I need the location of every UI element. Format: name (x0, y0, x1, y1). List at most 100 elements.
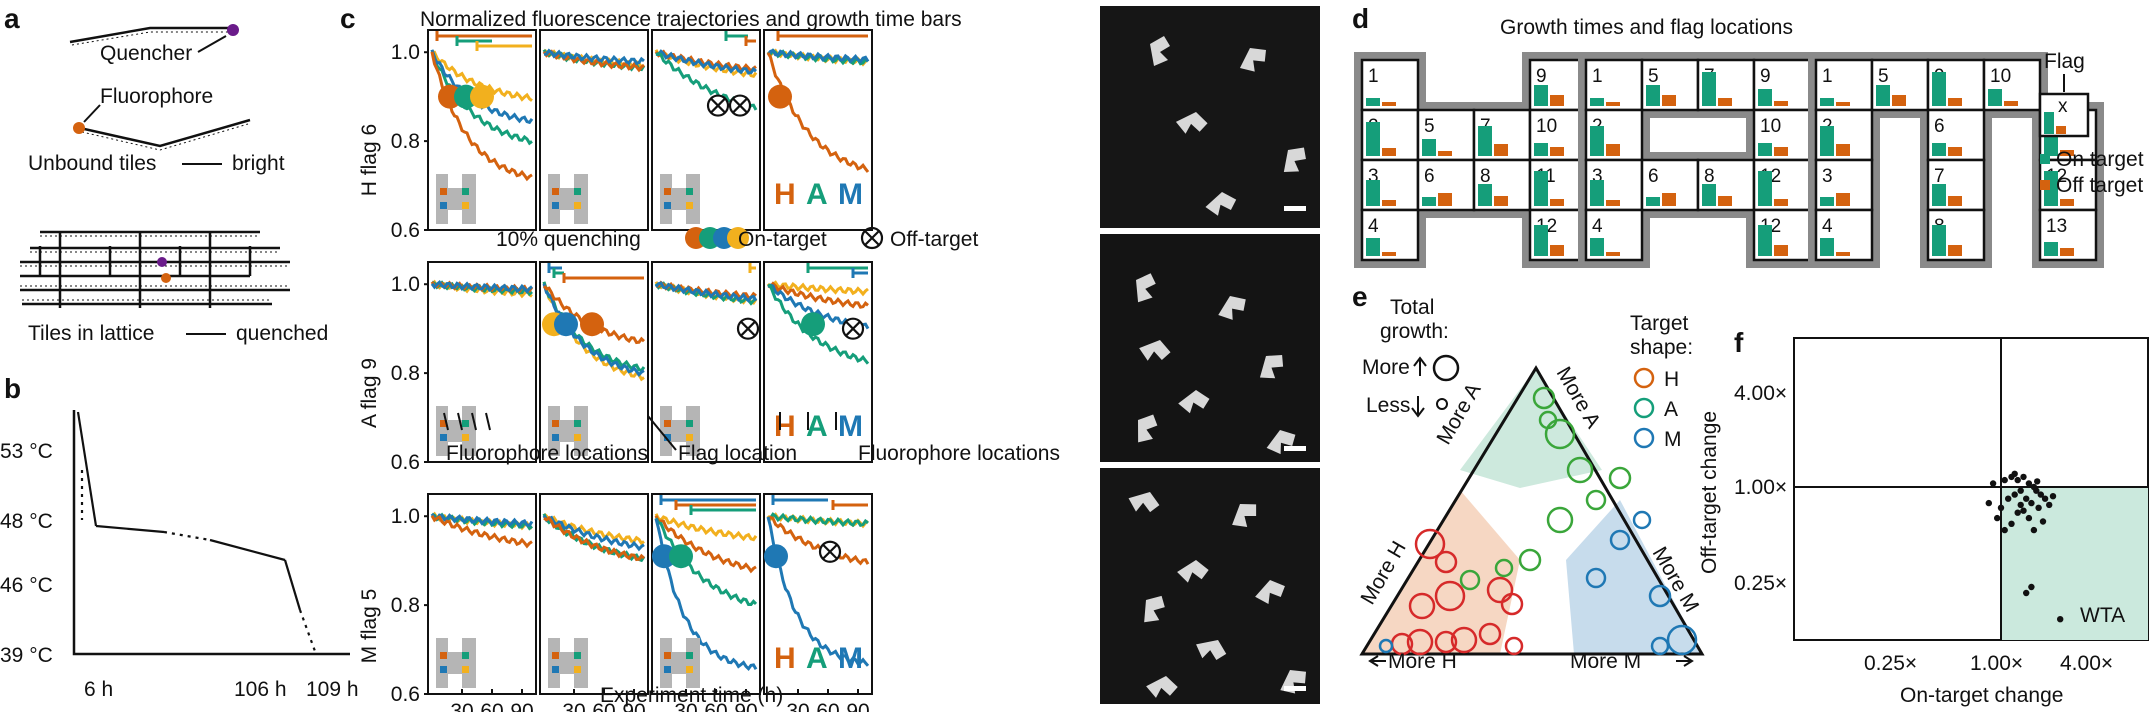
thumbnail-fluor-yellow (462, 666, 469, 673)
legend-on-label: On target (2056, 148, 2144, 171)
thumbnail-notch (672, 406, 686, 420)
on-target-dot-blue (764, 544, 788, 569)
scatter-point (1985, 499, 1993, 507)
on-target-dot-teal (669, 544, 693, 569)
shape-legend-m: M (1664, 428, 1682, 451)
on-target-bar (1820, 238, 1834, 256)
on-target-bar (1820, 126, 1834, 156)
ham-letter-m: M (838, 178, 863, 211)
off-target-bar (1550, 147, 1564, 156)
panel-f-ylabel: Off-target change (1698, 411, 1721, 574)
fluorophore-dot (73, 122, 85, 134)
on-target-bar (1758, 143, 1772, 156)
on-target-bar (1590, 98, 1604, 106)
scatter-point (1994, 514, 2001, 522)
x-tick-label: 30 (786, 700, 809, 712)
off-target-bar (1892, 95, 1906, 106)
thumbnail-fluor-yellow (574, 202, 581, 209)
afm-structure (1205, 192, 1237, 216)
thumbnail-fluor-blue (664, 434, 671, 441)
scatter-point (2025, 480, 2033, 487)
off-target-bar (1948, 245, 1962, 256)
x-tick-label: 30 (674, 700, 697, 712)
annot-flag: Flag location (678, 442, 797, 465)
panel-c-title: Normalized fluorescence trajectories and… (420, 8, 962, 31)
scatter-point (2037, 491, 2045, 498)
thumbnail-fluor-orange (664, 652, 671, 659)
ternary-point-green (1544, 418, 1576, 450)
growth-label: growth: (1380, 320, 1449, 343)
fluorophore-arrow (83, 104, 101, 123)
cell-number: 7 (1934, 166, 1945, 187)
on-target-bar (1988, 89, 2002, 106)
thumbnail-notch (672, 442, 686, 456)
off-target-bar (2004, 101, 2018, 106)
ternary-point-green (1494, 558, 1514, 578)
shape-grid-h: 192571036811412 (1354, 52, 1594, 268)
time-6h: 6 h (84, 678, 113, 701)
off-target-bar (1774, 199, 1788, 206)
scatter-point (2014, 476, 2021, 484)
shape-thumbnail (436, 406, 476, 456)
afm-image-h (1100, 6, 1320, 228)
ternary-point-red (1434, 550, 1458, 574)
y-tick-label: 0.6 (391, 451, 420, 474)
scale-bar (1284, 446, 1306, 451)
on-target-bar (1758, 89, 1772, 106)
scatter-point (2049, 493, 2057, 500)
quencher-label: Quencher (100, 42, 192, 65)
cell-number: 10 (1990, 66, 2011, 87)
thumbnail-fluor-blue (552, 666, 559, 673)
afm-structure (1150, 36, 1170, 66)
thumbnail-fluor-blue (664, 202, 671, 209)
xtick-025: 0.25× (1864, 652, 1917, 675)
more-label: More (1362, 356, 1410, 379)
trajectory-line-blue (766, 48, 870, 64)
on-target-bar (1932, 72, 1946, 106)
thumbnail-fluor-blue (440, 202, 447, 209)
x-tick-label: 30 (562, 700, 585, 712)
less-label: Less (1366, 394, 1410, 417)
total-label: Total (1390, 296, 1434, 319)
off-target-cross (710, 97, 726, 114)
x-tick-label: 60 (592, 700, 615, 712)
panel-label-c: c (340, 3, 356, 34)
thumbnail-notch (672, 638, 686, 652)
trajectory-subplot (539, 29, 649, 231)
off-target-bar (1606, 200, 1620, 206)
scatter-point (2008, 520, 2015, 527)
trajectory-line-teal (767, 512, 869, 528)
thumbnail-notch (448, 210, 462, 224)
on-target-bar (1758, 225, 1772, 256)
trajectory-subplot (763, 493, 873, 695)
legend-off-target: Off-target (890, 228, 978, 251)
temp-48: 48 °C (0, 510, 53, 533)
afm-structure (1259, 354, 1284, 379)
temp-46: 46 °C (0, 574, 53, 597)
scatter-point (2046, 501, 2053, 509)
panel-label-f: f (1734, 327, 1744, 358)
thumbnail-notch (560, 210, 574, 224)
scatter-point (2020, 473, 2027, 481)
cell-number: 1 (1592, 66, 1603, 87)
ternary-point-green (1566, 456, 1594, 484)
legend-off-swatch (2040, 180, 2050, 190)
row-label-m: M flag 5 (358, 589, 381, 664)
thumbnail-fluor-yellow (574, 434, 581, 441)
trajectory-line-orange (767, 515, 870, 566)
size-legend-small (1436, 398, 1448, 410)
panel-b-axes (72, 410, 350, 656)
scatter-points (1985, 470, 2064, 623)
xtick-4: 4.00× (2060, 652, 2113, 675)
off-target-bar (1836, 193, 1850, 206)
off-target-bar (1948, 98, 1962, 106)
off-target-bar (1948, 147, 1962, 156)
lattice-label: Tiles in lattice (28, 322, 154, 345)
y-tick-label: 0.8 (391, 594, 420, 617)
on-target-bar (1590, 180, 1604, 206)
thumbnail-notch (448, 638, 462, 652)
scatter-crosshairs (1794, 338, 2148, 640)
on-target-bar (1932, 184, 1946, 206)
thumbnail-fluor-teal (462, 188, 469, 195)
